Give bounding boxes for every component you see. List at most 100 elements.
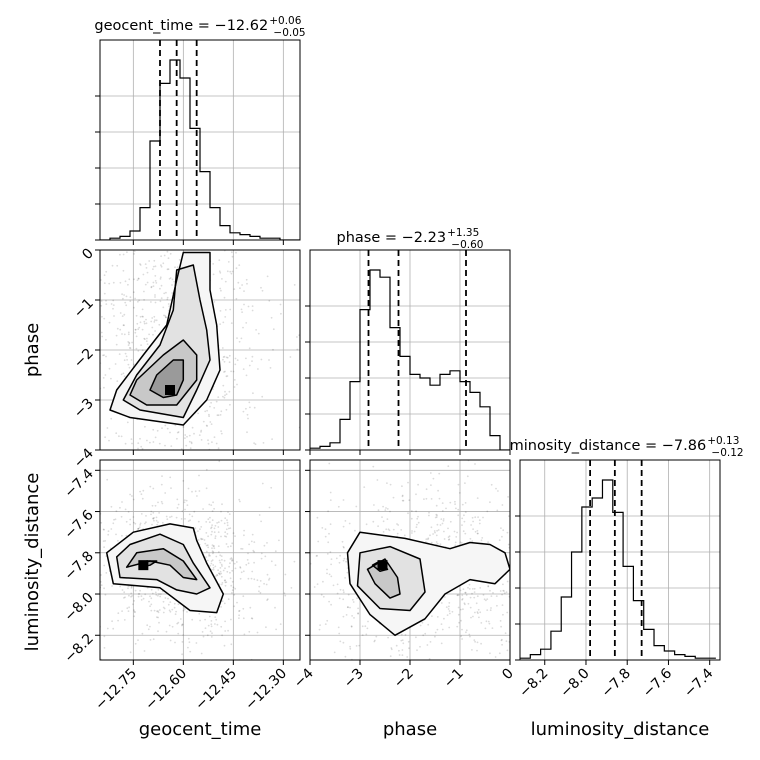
scatter-point — [205, 556, 207, 558]
scatter-point — [342, 591, 345, 594]
scatter-point — [114, 363, 117, 365]
scatter-point — [492, 592, 494, 594]
scatter-point — [469, 596, 472, 599]
scatter-point — [143, 320, 146, 323]
scatter-point — [140, 344, 143, 346]
scatter-point — [121, 589, 124, 591]
scatter-point — [392, 528, 395, 531]
scatter-point — [149, 639, 152, 641]
scatter-point — [217, 396, 220, 398]
scatter-point — [447, 465, 450, 468]
scatter-point — [154, 294, 156, 296]
scatter-point — [130, 587, 133, 589]
scatter-point — [476, 649, 478, 652]
scatter-point — [105, 299, 107, 302]
scatter-point — [103, 282, 106, 285]
scatter-point — [498, 652, 501, 655]
scatter-point — [224, 390, 226, 393]
scatter-point — [222, 321, 225, 324]
scatter-point — [151, 317, 154, 319]
scatter-point — [234, 535, 236, 537]
scatter-point — [463, 520, 466, 523]
scatter-point — [211, 547, 213, 550]
scatter-point — [134, 522, 137, 525]
scatter-point — [133, 610, 136, 613]
scatter-point — [499, 620, 502, 622]
scatter-point — [100, 304, 103, 307]
scatter-point — [423, 498, 425, 500]
scatter-point — [188, 440, 191, 443]
scatter-point — [233, 562, 236, 565]
scatter-point — [146, 624, 149, 627]
scatter-point — [471, 649, 473, 651]
scatter-point — [241, 548, 244, 550]
scatter-point — [461, 594, 464, 597]
scatter-point — [491, 627, 494, 629]
scatter-point — [247, 577, 250, 580]
scatter-point — [195, 642, 198, 644]
scatter-point — [158, 609, 161, 611]
scatter-point — [148, 600, 150, 603]
scatter-point — [118, 435, 120, 438]
scatter-point — [251, 570, 254, 573]
scatter-point — [220, 410, 223, 413]
scatter-point — [150, 588, 153, 591]
scatter-point — [148, 333, 151, 336]
scatter-point — [464, 591, 467, 594]
scatter-point — [181, 624, 183, 627]
scatter-point — [212, 273, 215, 276]
scatter-point — [217, 569, 220, 572]
scatter-point — [501, 643, 503, 646]
scatter-point — [191, 515, 194, 518]
scatter-point — [202, 635, 205, 638]
scatter-point — [210, 625, 213, 628]
scatter-point — [228, 390, 231, 393]
scatter-point — [210, 533, 213, 536]
scatter-point — [170, 515, 173, 518]
scatter-point — [153, 519, 155, 522]
scatter-point — [122, 372, 125, 375]
scatter-point — [223, 579, 226, 582]
scatter-point — [457, 514, 460, 517]
scatter-point — [453, 530, 456, 533]
scatter-point — [367, 620, 369, 623]
scatter-point — [469, 606, 472, 609]
scatter-point — [181, 623, 184, 626]
scatter-point — [221, 582, 224, 584]
scatter-point — [168, 305, 171, 308]
scatter-point — [416, 649, 418, 652]
scatter-point — [162, 306, 165, 309]
scatter-point — [211, 441, 213, 443]
scatter-point — [224, 630, 227, 632]
density-peak — [165, 385, 175, 395]
scatter-point — [342, 499, 345, 501]
scatter-point — [268, 299, 271, 302]
scatter-point — [103, 274, 106, 277]
scatter-point — [212, 263, 215, 265]
scatter-point — [228, 354, 231, 357]
scatter-point — [154, 296, 156, 298]
scatter-point — [506, 611, 509, 614]
scatter-point — [134, 611, 136, 614]
scatter-point — [200, 429, 203, 432]
scatter-point — [352, 601, 355, 603]
scatter-point — [181, 653, 184, 656]
scatter-point — [129, 300, 132, 303]
scatter-point — [134, 328, 137, 331]
scatter-point — [330, 575, 333, 578]
scatter-point — [193, 510, 196, 513]
scatter-point — [464, 511, 467, 513]
contour-line — [366, 558, 401, 599]
scatter-point — [355, 505, 358, 508]
contour-line — [122, 264, 211, 419]
scatter-point — [200, 439, 203, 441]
scatter-point — [183, 499, 186, 501]
scatter-point — [117, 612, 120, 615]
scatter-point — [154, 330, 157, 332]
scatter-point — [260, 557, 263, 560]
scatter-point — [141, 349, 144, 352]
scatter-point — [166, 268, 169, 271]
scatter-point — [166, 298, 169, 301]
scatter-point — [121, 293, 123, 296]
scatter-point — [231, 559, 234, 562]
